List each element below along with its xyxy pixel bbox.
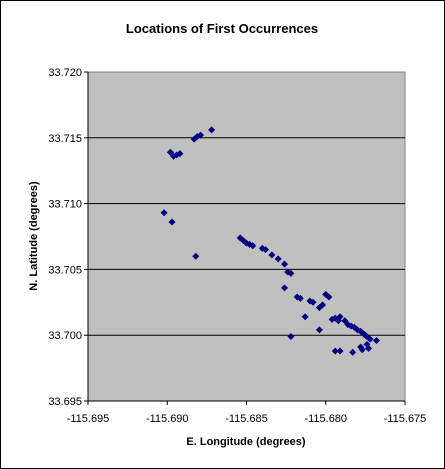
data-point [331, 347, 339, 355]
chart-title: Locations of First Occurrences [126, 21, 318, 36]
data-point [281, 260, 289, 268]
y-tick-label: 33.700 [48, 330, 82, 342]
data-point [336, 347, 344, 355]
data-point [160, 209, 168, 217]
x-tick-label: -115.685 [225, 413, 268, 425]
data-point [365, 344, 373, 352]
data-point [366, 335, 374, 343]
x-tick-label: -115.690 [146, 413, 189, 425]
data-point [176, 150, 184, 158]
data-point [208, 126, 216, 134]
x-tick-label: -115.675 [384, 413, 427, 425]
x-tick-label: -115.695 [67, 413, 110, 425]
data-point [287, 269, 295, 277]
data-point [341, 317, 349, 325]
y-tick-label: 33.715 [48, 133, 82, 145]
y-tick-label: 33.710 [48, 199, 82, 211]
data-point [249, 242, 257, 250]
data-point [262, 246, 270, 254]
data-point [301, 313, 309, 321]
data-point [349, 348, 357, 356]
data-point [168, 218, 176, 226]
data-point [357, 343, 365, 351]
y-axis-label: N. Latitude (degrees) [28, 181, 40, 291]
data-point [281, 284, 289, 292]
data-point [274, 255, 282, 263]
gridlines [88, 137, 405, 336]
y-tick-label: 33.705 [48, 264, 82, 276]
axes [84, 71, 406, 405]
data-markers [160, 126, 380, 356]
data-point [309, 298, 317, 306]
data-point [268, 251, 276, 259]
y-tick-label: 33.720 [48, 67, 82, 79]
plot-area [87, 71, 406, 402]
data-point [325, 293, 333, 301]
data-point [319, 301, 327, 309]
x-axis-label: E. Longitude (degrees) [186, 436, 306, 448]
y-tick-label: 33.695 [48, 396, 82, 408]
data-point [197, 131, 205, 139]
data-point [192, 252, 200, 260]
data-point [372, 336, 380, 344]
data-point [166, 148, 174, 156]
x-tick-label: -115.680 [304, 413, 347, 425]
data-point [315, 326, 323, 334]
data-point [336, 313, 344, 321]
x-tick-labels: -115.695 -115.690 -115.685 -115.680 -115.675 [67, 413, 427, 425]
data-point [296, 294, 304, 302]
y-tick-labels: 33.720 33.715 33.710 33.705 33.700 33.695 [48, 67, 82, 408]
data-point [287, 333, 295, 341]
